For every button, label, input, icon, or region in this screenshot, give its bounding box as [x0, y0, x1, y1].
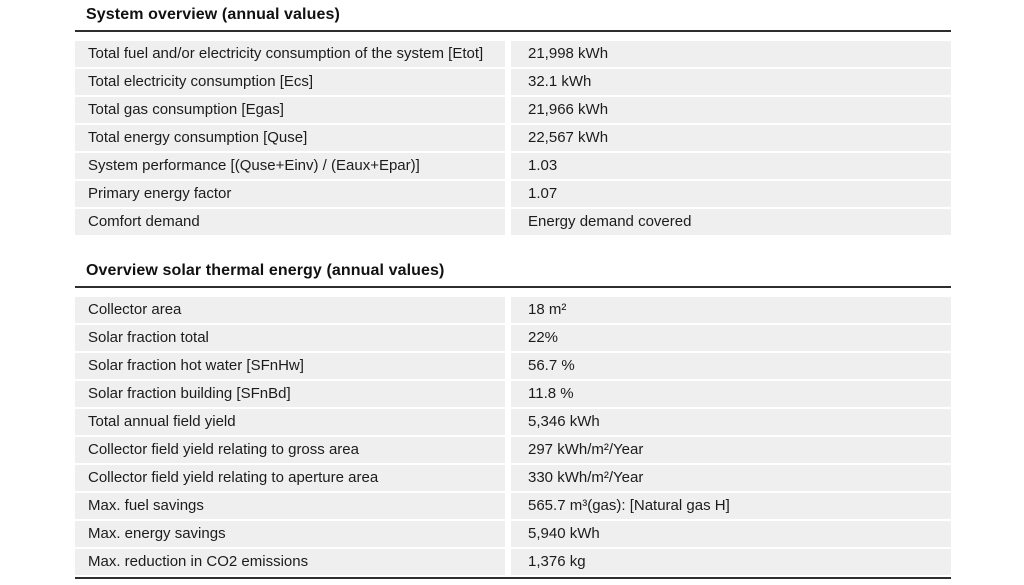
- row-label: Solar fraction building [SFnBd]: [75, 381, 505, 407]
- row-value: 1.07: [511, 181, 951, 207]
- title-rule: [75, 30, 951, 32]
- row-value: 1.03: [511, 153, 951, 179]
- row-label: Total gas consumption [Egas]: [75, 97, 505, 123]
- table-system-overview: Total fuel and/or electricity consumptio…: [75, 41, 951, 235]
- row-value: 11.8 %: [511, 381, 951, 407]
- row-value: 330 kWh/m²/Year: [511, 465, 951, 491]
- table-row: Max. fuel savings 565.7 m³(gas): [Natura…: [75, 493, 951, 519]
- row-label: Collector area: [75, 297, 505, 323]
- row-value: 5,346 kWh: [511, 409, 951, 435]
- table-solar-thermal: Collector area 18 m² Solar fraction tota…: [75, 297, 951, 575]
- row-value: 22%: [511, 325, 951, 351]
- row-value: 297 kWh/m²/Year: [511, 437, 951, 463]
- table-row: System performance [(Quse+Einv) / (Eaux+…: [75, 153, 951, 179]
- section-title-solar-thermal: Overview solar thermal energy (annual va…: [86, 262, 445, 279]
- row-label: Collector field yield relating to gross …: [75, 437, 505, 463]
- row-value: Energy demand covered: [511, 209, 951, 235]
- table-row: Comfort demand Energy demand covered: [75, 209, 951, 235]
- table-row: Total gas consumption [Egas] 21,966 kWh: [75, 97, 951, 123]
- row-value: 1,376 kg: [511, 549, 951, 575]
- table-row: Collector area 18 m²: [75, 297, 951, 323]
- section-solar-thermal-overview: Overview solar thermal energy (annual va…: [75, 262, 951, 575]
- row-label: Max. fuel savings: [75, 493, 505, 519]
- table-row: Collector field yield relating to gross …: [75, 437, 951, 463]
- row-label: Primary energy factor: [75, 181, 505, 207]
- row-value: 32.1 kWh: [511, 69, 951, 95]
- section-title-system-overview: System overview (annual values): [86, 6, 340, 23]
- row-value: 56.7 %: [511, 353, 951, 379]
- row-value: 21,966 kWh: [511, 97, 951, 123]
- row-label: Total fuel and/or electricity consumptio…: [75, 41, 505, 67]
- row-value: 22,567 kWh: [511, 125, 951, 151]
- table-row: Solar fraction building [SFnBd] 11.8 %: [75, 381, 951, 407]
- row-value: 5,940 kWh: [511, 521, 951, 547]
- section-system-overview: System overview (annual values) Total fu…: [75, 6, 951, 235]
- table-row: Total energy consumption [Quse] 22,567 k…: [75, 125, 951, 151]
- row-value: 565.7 m³(gas): [Natural gas H]: [511, 493, 951, 519]
- row-label: Total electricity consumption [Ecs]: [75, 69, 505, 95]
- table-row: Total electricity consumption [Ecs] 32.1…: [75, 69, 951, 95]
- row-label: Solar fraction hot water [SFnHw]: [75, 353, 505, 379]
- row-label: Comfort demand: [75, 209, 505, 235]
- row-label: System performance [(Quse+Einv) / (Eaux+…: [75, 153, 505, 179]
- table-row: Total fuel and/or electricity consumptio…: [75, 41, 951, 67]
- row-label: Total annual field yield: [75, 409, 505, 435]
- table-row: Max. reduction in CO2 emissions 1,376 kg: [75, 549, 951, 575]
- table-row: Solar fraction hot water [SFnHw] 56.7 %: [75, 353, 951, 379]
- row-value: 18 m²: [511, 297, 951, 323]
- row-label: Total energy consumption [Quse]: [75, 125, 505, 151]
- report-page: System overview (annual values) Total fu…: [75, 0, 951, 579]
- table-row: Solar fraction total 22%: [75, 325, 951, 351]
- row-value: 21,998 kWh: [511, 41, 951, 67]
- table-row: Primary energy factor 1.07: [75, 181, 951, 207]
- title-rule: [75, 286, 951, 288]
- row-label: Max. reduction in CO2 emissions: [75, 549, 505, 575]
- bottom-rule: [75, 577, 951, 579]
- row-label: Collector field yield relating to apertu…: [75, 465, 505, 491]
- row-label: Solar fraction total: [75, 325, 505, 351]
- row-label: Max. energy savings: [75, 521, 505, 547]
- table-row: Collector field yield relating to apertu…: [75, 465, 951, 491]
- table-row: Total annual field yield 5,346 kWh: [75, 409, 951, 435]
- table-row: Max. energy savings 5,940 kWh: [75, 521, 951, 547]
